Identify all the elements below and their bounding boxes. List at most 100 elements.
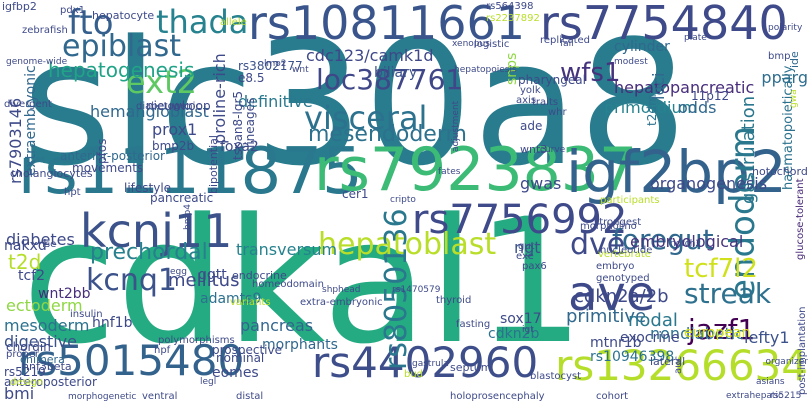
word-diabetes: diabetes [6, 230, 75, 249]
word-nieuwkoop: nieuwkoop [146, 99, 211, 113]
word-fail: fail [560, 39, 574, 49]
word-yolk: yolk [520, 85, 541, 96]
word-jazf1: jazf1 [688, 313, 756, 346]
word-visceral: visceral [304, 99, 428, 137]
word-logistic: logistic [474, 39, 510, 50]
word-cer1: cer1 [342, 187, 369, 201]
word-igf2bp2: igf2bp2 [566, 138, 787, 206]
word-slc30a8: slc30a8 [22, 3, 688, 204]
word-rs564398: rs564398 [486, 1, 534, 12]
word-hpf: hpf [154, 345, 171, 356]
word-sox17: sox17 [500, 311, 542, 327]
word-diabetogenic: diabetogenic [136, 101, 201, 112]
word-notochord: notochord [752, 165, 808, 178]
word-cylinder: cylinder [614, 39, 670, 55]
word-ngt: ngt [514, 238, 541, 257]
word-egg: egg [170, 267, 187, 277]
word-strongest: strongest [594, 217, 642, 228]
word-dve: dve [570, 227, 626, 262]
word-rs1470579: rs1470579 [392, 285, 441, 295]
word-zebrafish: zebrafish [22, 25, 68, 36]
word-pharyngeal: pharyngeal [518, 73, 586, 87]
word-igt: igt [522, 325, 534, 335]
word-bmi: bmi [4, 384, 35, 403]
word-ggtt: ggtt [198, 267, 227, 283]
word-hepatoblast: hepatoblast [318, 227, 497, 262]
word-tcf7l2: tcf7l2 [684, 254, 758, 284]
word-gwa: gwa [789, 89, 799, 108]
word-design: design [10, 377, 44, 388]
word-insulin: insulin [70, 309, 103, 320]
word-lineages: lineages [243, 97, 257, 148]
word-biliary: biliary [374, 65, 418, 81]
word-nondiabetic: nondiabetic [650, 324, 744, 343]
word-rs1111875: rs1111875 [18, 135, 363, 209]
word-rs3802177: rs3802177 [238, 59, 303, 73]
word-adamts9: adamts9 [200, 291, 262, 307]
word-modest: modest [614, 57, 648, 67]
word-ade: ade [520, 119, 543, 133]
word-vertebrate: vertebrate [598, 249, 651, 260]
word-european: european [684, 325, 751, 341]
word-chimera: chimera [20, 353, 65, 366]
word-proper: proper [6, 349, 39, 360]
word-nakxd: nakxd [4, 238, 47, 254]
word-hepatocyte: hepatocyte [92, 9, 155, 22]
word-ext2: ext2 [126, 63, 197, 101]
word-cholangiocytes: cholangiocytes [10, 167, 93, 180]
word-thyroid: thyroid [436, 295, 472, 306]
word-nucleotide: nucleotide [600, 245, 653, 256]
word-auc: auc [673, 356, 684, 374]
word-mellitus: mellitus [168, 270, 240, 291]
word-homeodomain: homeodomain [252, 279, 324, 290]
word-odds: odds [678, 98, 717, 117]
word-kcnj11: kcnj11 [80, 204, 233, 258]
word-curve: curve [540, 145, 566, 155]
word-organizer: organizer [765, 357, 808, 367]
word-morphogenetic: morphogenetic [68, 392, 137, 402]
word-exocrine: exocrine [620, 330, 680, 346]
word-wfs1: wfs1 [560, 58, 621, 88]
word-bmp: bmp [768, 51, 791, 62]
word-participants: participants [600, 195, 660, 206]
word-pancreatic: pancreatic [150, 191, 214, 205]
word-fto: fto [68, 3, 114, 43]
word-thada: thada [156, 3, 249, 41]
word-ectoderm: ectoderm [6, 296, 83, 315]
word-wnt3: wnt3 [520, 143, 548, 156]
word-definitive: definitive [238, 92, 313, 111]
word-pparg: pparg [761, 68, 808, 87]
word-bipotential: bipotential [207, 135, 220, 194]
word-cdkn2a-2b: cdkn2a/2b [574, 286, 669, 307]
word-exe: exe [516, 251, 534, 262]
word-notch2: notch2 [670, 239, 702, 249]
word-bmp2b: bmp2b [152, 139, 195, 153]
word-morpholino: morpholino [580, 221, 637, 232]
word-holoprosencephaly: holoprosencephaly [450, 391, 545, 402]
word-digestive: digestive [4, 332, 77, 351]
word-endocrine: endocrine [232, 269, 287, 282]
word-pfos: pfos [95, 138, 109, 164]
word-distal: distal [236, 391, 264, 402]
word-streak: streak [684, 277, 772, 310]
word-foxa2: foxa2 [220, 139, 259, 155]
word-lmo2: lmo2 [264, 59, 287, 69]
word-hemangioblast: hemangioblast [90, 102, 209, 121]
word-rs7756992: rs7756992 [412, 197, 628, 243]
word-rs7754840: rs7754840 [540, 0, 788, 50]
word-bud: bud [404, 369, 424, 380]
word-ide: ide [788, 51, 801, 68]
word-eomes: eomes [212, 365, 259, 381]
word-t2d: t2d [8, 250, 42, 274]
word-glucose-tolerant: glucose-tolerant [795, 178, 806, 260]
word-replicated: replicated [540, 35, 590, 46]
word-polarity: polarity [768, 23, 803, 33]
word-t2dm: t2dm [645, 94, 659, 126]
word-gut: gut [518, 241, 535, 252]
word-fasting: fasting [456, 319, 491, 330]
word-rs5219: rs5219 [4, 365, 46, 379]
word-pancreas: pancreas [240, 316, 314, 335]
word-prospective: prospective [212, 343, 283, 357]
word-transversum: transversum [236, 240, 338, 259]
